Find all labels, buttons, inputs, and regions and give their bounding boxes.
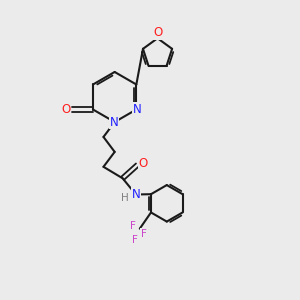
Text: N: N [110, 116, 118, 128]
Text: H: H [121, 193, 129, 203]
Text: O: O [61, 103, 70, 116]
Text: O: O [153, 26, 162, 39]
Text: F: F [141, 229, 147, 239]
Text: N: N [131, 188, 140, 201]
Text: F: F [130, 221, 136, 231]
Text: N: N [133, 103, 141, 116]
Text: F: F [131, 235, 137, 245]
Text: O: O [139, 157, 148, 170]
